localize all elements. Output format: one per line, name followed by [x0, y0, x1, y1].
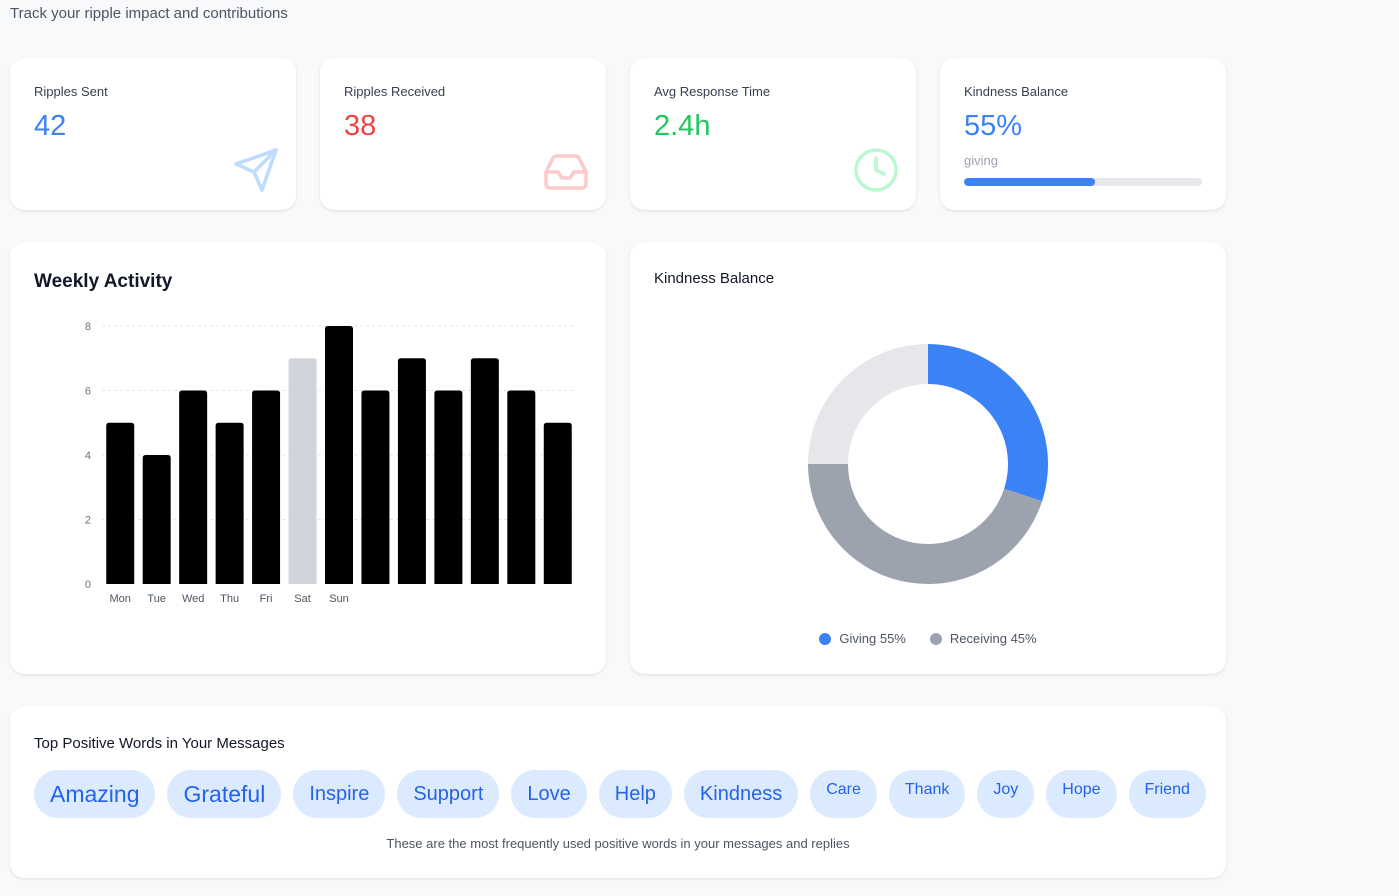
word-pill[interactable]: Thank	[888, 770, 966, 818]
y-tick-label: 6	[85, 386, 91, 398]
word-pill[interactable]: Amazing	[34, 770, 156, 818]
word-pill[interactable]: Help	[598, 770, 672, 818]
kindness-progress-fill	[964, 178, 1095, 186]
word-pill[interactable]: Friend	[1128, 770, 1206, 818]
word-pill[interactable]: Love	[511, 770, 587, 818]
word-pill[interactable]: Inspire	[293, 770, 386, 818]
kindness-balance-value: 55%	[964, 110, 1023, 142]
donut-track[interactable]	[808, 344, 928, 464]
avg-response-value: 2.4h	[654, 110, 711, 142]
kindness-balance-label: Kindness Balance	[964, 84, 1069, 99]
ripples-received-card: Ripples Received 38	[320, 58, 606, 210]
ripples-sent-label: Ripples Sent	[34, 84, 108, 99]
legend-item-giving[interactable]: Giving 55%	[819, 631, 906, 646]
x-tick-label: Tue	[147, 593, 166, 605]
bar[interactable]	[252, 390, 281, 585]
y-tick-label: 4	[85, 450, 91, 462]
ripples-sent-value: 42	[34, 110, 67, 142]
bar[interactable]	[179, 390, 208, 585]
x-tick-label: Wed	[182, 593, 204, 605]
send-icon	[232, 146, 280, 199]
kindness-progress-bar	[964, 178, 1202, 186]
bar[interactable]	[434, 390, 463, 585]
x-tick-label: Thu	[220, 593, 239, 605]
x-tick-label: Fri	[260, 593, 273, 605]
legend-item-receiving[interactable]: Receiving 45%	[929, 631, 1037, 646]
legend-dot-giving	[819, 632, 832, 645]
bar[interactable]	[106, 422, 135, 584]
bar[interactable]	[397, 358, 426, 584]
donut-slice-receiving[interactable]	[808, 464, 1043, 584]
bar[interactable]	[288, 358, 317, 584]
ripples-received-label: Ripples Received	[344, 84, 446, 99]
legend-label-receiving: Receiving 45%	[949, 631, 1037, 646]
donut-legend: Giving 55% Receiving 45%	[630, 631, 1226, 646]
avg-response-card: Avg Response Time 2.4h	[630, 58, 916, 210]
x-tick-label: Sun	[329, 593, 349, 605]
top-words-title: Top Positive Words in Your Messages	[34, 735, 285, 752]
weekly-activity-card: Weekly Activity 0 2 4 6 8 Mon Tue Wed Thu Fri Sat S…	[10, 242, 606, 674]
bar[interactable]	[361, 390, 390, 585]
bar[interactable]	[142, 455, 171, 584]
donut-slice-giving[interactable]	[928, 344, 1048, 502]
kindness-balance-card: Kindness Balance 55% giving	[940, 58, 1226, 210]
word-pill[interactable]: Grateful	[167, 770, 282, 818]
word-pill[interactable]: Hope	[1046, 770, 1117, 818]
word-pill[interactable]: Care	[810, 770, 877, 818]
word-list: Amazing Grateful Inspire Support Love Help Kin…	[34, 770, 1206, 818]
bar[interactable]	[325, 326, 353, 584]
word-pill[interactable]: Support	[397, 770, 500, 818]
ripples-received-value: 38	[344, 110, 377, 142]
bar[interactable]	[215, 422, 244, 584]
top-words-note: These are the most frequently used posit…	[386, 836, 850, 851]
bar[interactable]	[470, 358, 499, 584]
avg-response-label: Avg Response Time	[654, 84, 771, 99]
page-subtitle: Track your ripple impact and contributio…	[10, 5, 288, 22]
ripples-sent-card: Ripples Sent 42	[10, 58, 296, 210]
inbox-icon	[542, 148, 590, 197]
kindness-balance-chart-card: Kindness Balance Giving 55% Receiving 45…	[630, 242, 1226, 674]
word-pill[interactable]: Joy	[977, 770, 1035, 818]
legend-label-giving: Giving 55%	[839, 631, 906, 646]
weekly-activity-chart: 0 2 4 6 8 Mon Tue Wed Thu Fri Sat Sun	[85, 321, 576, 605]
word-pill[interactable]: Kindness	[683, 770, 799, 818]
y-tick-label: 0	[85, 579, 91, 591]
clock-icon	[852, 146, 900, 199]
kindness-donut-chart	[808, 344, 1048, 584]
x-tick-label: Sat	[294, 593, 311, 605]
y-tick-label: 2	[85, 515, 91, 527]
kindness-balance-sub: giving	[964, 153, 998, 168]
weekly-activity-title: Weekly Activity	[34, 271, 173, 292]
top-words-card: Top Positive Words in Your Messages Amaz…	[10, 706, 1226, 878]
x-tick-label: Mon	[110, 593, 131, 605]
bar[interactable]	[507, 390, 536, 585]
kindness-balance-chart-title: Kindness Balance	[654, 270, 775, 287]
bar[interactable]	[543, 422, 572, 584]
y-tick-label: 8	[85, 321, 91, 333]
legend-dot-receiving	[929, 632, 942, 645]
